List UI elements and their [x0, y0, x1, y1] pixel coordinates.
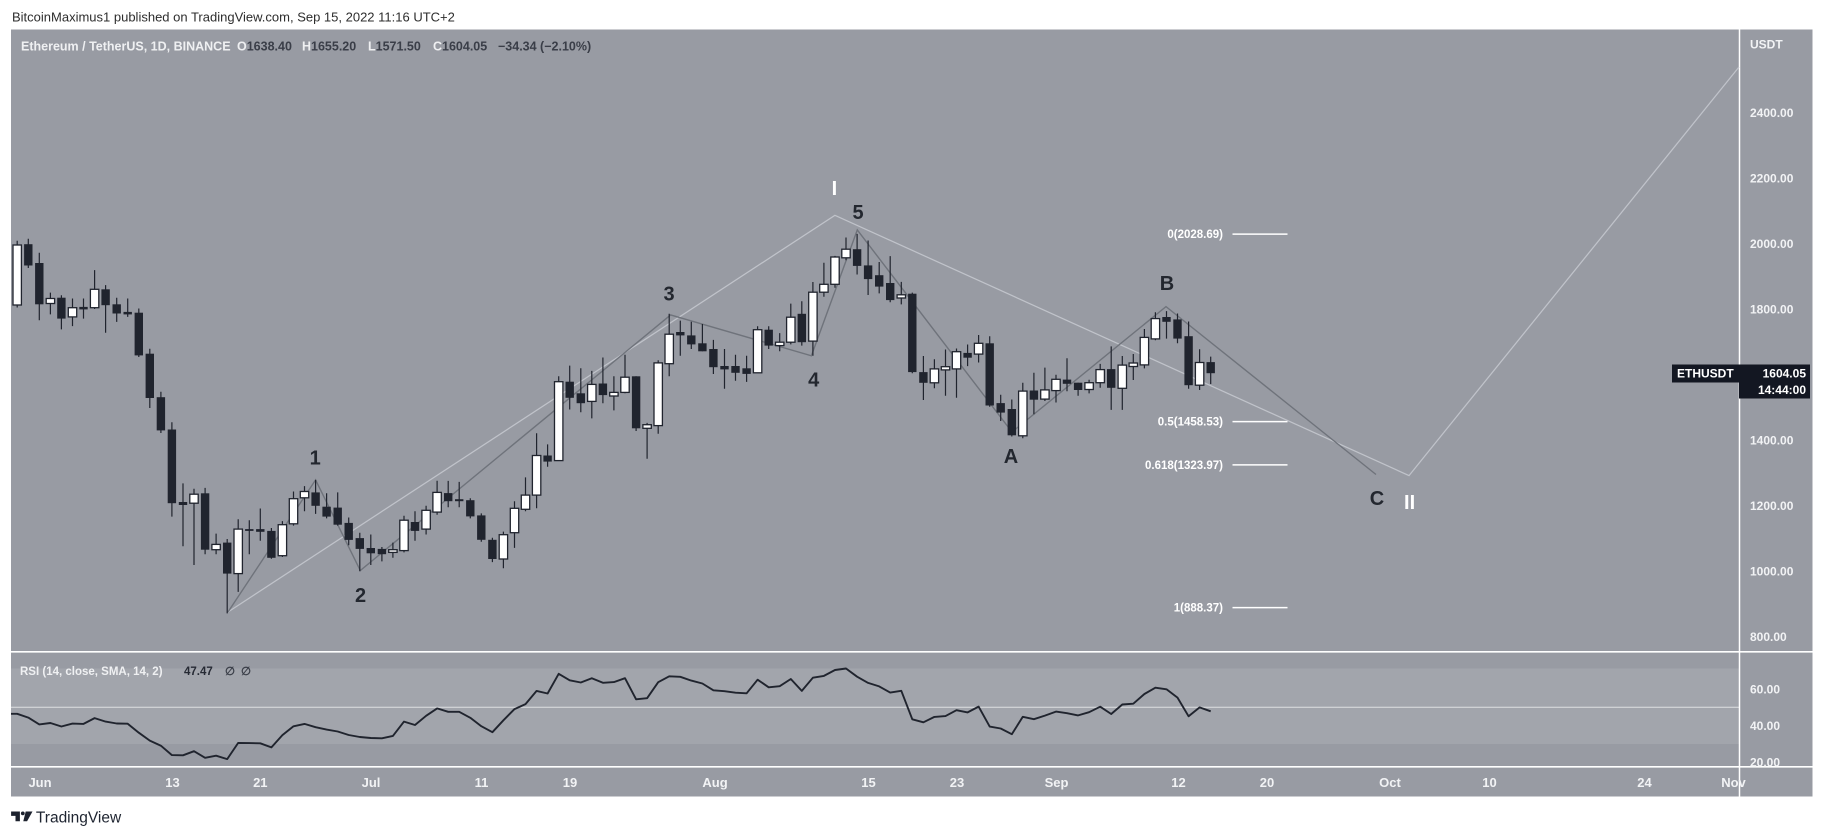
svg-text:Nov: Nov: [1721, 775, 1746, 790]
svg-text:5: 5: [852, 202, 863, 224]
svg-text:BitcoinMaximus1 published on T: BitcoinMaximus1 published on TradingView…: [12, 10, 455, 25]
svg-text:1604.05: 1604.05: [1763, 367, 1807, 381]
svg-text:1000.00: 1000.00: [1750, 565, 1794, 579]
svg-text:TradingView: TradingView: [36, 810, 122, 827]
svg-text:1200.00: 1200.00: [1750, 499, 1794, 513]
svg-text:0.618(1323.97): 0.618(1323.97): [1145, 460, 1223, 472]
svg-text:2200.00: 2200.00: [1750, 172, 1794, 186]
svg-text:USDT: USDT: [1750, 38, 1783, 52]
svg-text:2000.00: 2000.00: [1750, 237, 1794, 251]
svg-text:1400.00: 1400.00: [1750, 434, 1794, 448]
svg-text:800.00: 800.00: [1750, 630, 1787, 644]
svg-text:Sep: Sep: [1045, 775, 1069, 790]
svg-text:Jul: Jul: [362, 775, 381, 790]
svg-text:ETHUSDT: ETHUSDT: [1677, 367, 1734, 381]
svg-text:20: 20: [1260, 775, 1274, 790]
svg-text:A: A: [1004, 446, 1018, 468]
svg-text:40.00: 40.00: [1750, 719, 1780, 733]
svg-text:2: 2: [355, 585, 366, 607]
svg-text:3: 3: [663, 283, 674, 305]
svg-text:21: 21: [253, 775, 267, 790]
svg-text:Aug: Aug: [702, 775, 727, 790]
svg-text:11: 11: [475, 775, 489, 790]
svg-text:Ethereum / TetherUS, 1D, BINAN: Ethereum / TetherUS, 1D, BINANCE O1638.40…: [21, 40, 591, 54]
svg-text:1: 1: [310, 448, 321, 470]
svg-text:2400.00: 2400.00: [1750, 106, 1794, 120]
svg-text:14:44:00: 14:44:00: [1758, 383, 1806, 397]
svg-text:Jun: Jun: [28, 775, 51, 790]
svg-text:RSI (14, close, SMA, 14, 2)47.: RSI (14, close, SMA, 14, 2) 47.47 ∅ ∅: [20, 666, 251, 678]
svg-text:0(2028.69): 0(2028.69): [1167, 229, 1223, 241]
svg-text:12: 12: [1171, 775, 1185, 790]
svg-text:4: 4: [808, 370, 820, 392]
svg-text:I: I: [832, 178, 838, 200]
svg-text:1800.00: 1800.00: [1750, 303, 1794, 317]
svg-text:20.00: 20.00: [1750, 755, 1780, 769]
svg-text:13: 13: [165, 775, 179, 790]
svg-text:10: 10: [1482, 775, 1496, 790]
svg-text:II: II: [1404, 492, 1415, 514]
svg-text:Oct: Oct: [1379, 775, 1401, 790]
svg-text:19: 19: [563, 775, 577, 790]
svg-text:24: 24: [1637, 775, 1652, 790]
svg-text:15: 15: [861, 775, 875, 790]
svg-text:1(888.37): 1(888.37): [1174, 603, 1223, 615]
svg-text:C: C: [1370, 488, 1384, 510]
svg-text:60.00: 60.00: [1750, 683, 1780, 697]
svg-text:B: B: [1160, 273, 1174, 295]
svg-text:23: 23: [950, 775, 964, 790]
svg-text:0.5(1458.53): 0.5(1458.53): [1158, 417, 1223, 429]
